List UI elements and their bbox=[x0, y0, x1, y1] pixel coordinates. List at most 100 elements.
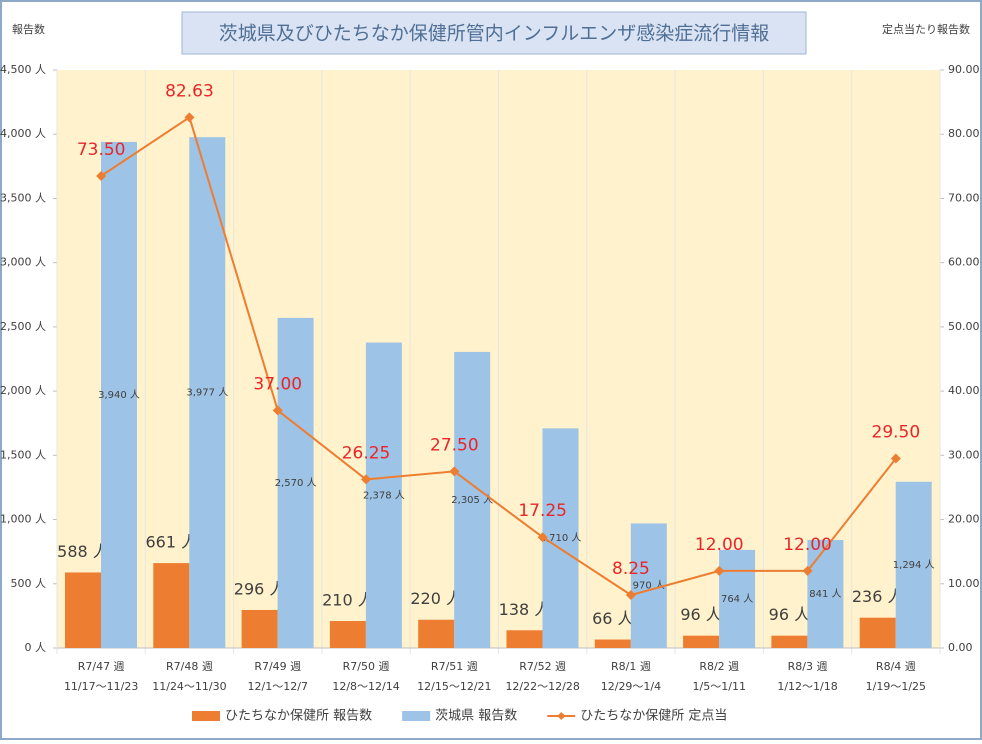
bar bbox=[542, 428, 579, 648]
bar bbox=[594, 639, 631, 648]
y-tick-label: 3,500 人 bbox=[0, 191, 46, 204]
x-tick-date: 12/29～1/4 bbox=[601, 680, 661, 693]
x-tick-label: R7/51 週 bbox=[431, 660, 478, 673]
y-tick-label: 4,000 人 bbox=[0, 127, 46, 140]
line-marker bbox=[272, 405, 283, 416]
line-marker bbox=[890, 453, 901, 464]
line-value-label: 37.00 bbox=[253, 374, 302, 394]
bar-value-label: 2,305 人 bbox=[451, 494, 493, 506]
legend-label: ひたちなか保健所 定点当 bbox=[580, 709, 727, 724]
line-value-label: 26.25 bbox=[342, 443, 391, 463]
x-tick-label: R8/2 週 bbox=[699, 660, 739, 673]
x-tick-label: R8/3 週 bbox=[788, 660, 828, 673]
y-tick-label: 1,000 人 bbox=[0, 513, 46, 526]
line bbox=[100, 115, 897, 597]
bar bbox=[859, 617, 896, 648]
bar bbox=[895, 481, 932, 648]
y-tick-label: 2,000 人 bbox=[0, 384, 46, 397]
x-tick-label: R7/49 週 bbox=[254, 660, 301, 673]
line-marker bbox=[802, 565, 813, 576]
y2-tick-label: 10.00 bbox=[948, 577, 980, 590]
legend-label: ひたちなか保健所 報告数 bbox=[225, 709, 372, 724]
bar-value-label: 96 人 bbox=[680, 605, 721, 624]
y-tick-label: 3,000 人 bbox=[0, 256, 46, 269]
y-tick-label: 0 人 bbox=[25, 641, 47, 654]
bar-value-label: 296 人 bbox=[234, 579, 286, 598]
bar bbox=[771, 635, 808, 648]
line-value-label: 17.25 bbox=[518, 501, 567, 521]
bar-value-label: 841 人 bbox=[809, 588, 841, 600]
line-value-label: 12.00 bbox=[695, 535, 744, 555]
y-axis-title: 報告数 bbox=[12, 23, 45, 36]
x-tick-label: R8/4 週 bbox=[876, 660, 916, 673]
y2-tick-label: 60.00 bbox=[948, 256, 980, 269]
line-marker bbox=[96, 170, 107, 181]
legend-swatch bbox=[192, 711, 220, 721]
y2-tick-label: 20.00 bbox=[948, 513, 980, 526]
legend-swatch bbox=[402, 711, 431, 721]
bar-value-label: 210 人 bbox=[322, 591, 374, 610]
bar bbox=[630, 523, 667, 648]
bar-value-label: 1,294 人 bbox=[893, 559, 935, 571]
bar-value-label: 3,940 人 bbox=[98, 389, 140, 401]
chart-title: 茨城県及びひたちなか保健所管内インフルエンザ感染症流行情報 bbox=[219, 23, 769, 45]
x-tick-date: 12/8～12/14 bbox=[332, 680, 399, 693]
bar bbox=[189, 137, 226, 648]
line-value-label: 12.00 bbox=[783, 535, 832, 555]
y2-tick-label: 80.00 bbox=[948, 127, 980, 140]
bar-value-label: 96 人 bbox=[769, 605, 810, 624]
bar bbox=[454, 351, 491, 648]
bar bbox=[418, 619, 455, 648]
x-tick-date: 12/22～12/28 bbox=[505, 680, 579, 693]
x-tick-label: R7/52 週 bbox=[519, 660, 566, 673]
x-tick-label: R8/1 週 bbox=[611, 660, 651, 673]
x-tick-date: 1/19～1/25 bbox=[866, 680, 926, 693]
y-tick-label: 4,500 人 bbox=[0, 63, 46, 76]
x-tick-date: 1/12～1/18 bbox=[777, 680, 837, 693]
line-value-label: 8.25 bbox=[612, 559, 650, 579]
bar bbox=[506, 630, 543, 648]
y2-tick-label: 70.00 bbox=[948, 191, 980, 204]
bar bbox=[365, 342, 402, 648]
x-tick-label: R7/48 週 bbox=[166, 660, 213, 673]
y-tick-label: 1,500 人 bbox=[0, 448, 46, 461]
bar-value-label: 3,977 人 bbox=[186, 387, 228, 399]
y-tick-label: 500 人 bbox=[11, 577, 47, 590]
bar-value-label: 236 人 bbox=[852, 587, 904, 606]
legend-swatch bbox=[557, 712, 566, 720]
x-tick-label: R7/50 週 bbox=[343, 660, 390, 673]
line-marker bbox=[537, 532, 548, 543]
y2-tick-label: 30.00 bbox=[948, 448, 980, 461]
line-marker bbox=[625, 590, 636, 601]
bar bbox=[683, 635, 720, 648]
bar bbox=[277, 317, 314, 648]
bar-value-label: 66 人 bbox=[592, 609, 633, 628]
y2-axis-title: 定点当たり報告数 bbox=[882, 22, 970, 36]
bar-value-label: 661 人 bbox=[145, 533, 197, 552]
line-value-label: 82.63 bbox=[165, 81, 214, 101]
bar-value-label: 220 人 bbox=[410, 589, 462, 608]
x-tick-date: 1/5～1/11 bbox=[693, 680, 746, 693]
bar bbox=[719, 549, 756, 648]
x-tick-date: 12/15～12/21 bbox=[417, 680, 491, 693]
y2-tick-label: 90.00 bbox=[948, 63, 980, 76]
bar-value-label: 764 人 bbox=[721, 593, 753, 605]
bar-value-label: 2,570 人 bbox=[275, 477, 317, 489]
legend-label: 茨城県 報告数 bbox=[435, 709, 517, 724]
bar-value-label: 2,378 人 bbox=[363, 489, 405, 501]
y2-tick-label: 40.00 bbox=[948, 384, 980, 397]
x-tick-date: 11/24～11/30 bbox=[152, 680, 226, 693]
line-marker bbox=[361, 474, 372, 485]
x-tick-date: 11/17～11/23 bbox=[64, 680, 138, 693]
bar bbox=[101, 141, 137, 648]
bar bbox=[241, 609, 278, 648]
line-marker bbox=[449, 466, 460, 477]
line-marker bbox=[714, 565, 725, 576]
y2-tick-label: 50.00 bbox=[948, 320, 980, 333]
y2-tick-label: 0.00 bbox=[948, 641, 973, 654]
x-tick-date: 12/1～12/7 bbox=[248, 680, 308, 693]
y-tick-label: 2,500 人 bbox=[0, 320, 46, 333]
bar-value-label: 588 人 bbox=[57, 542, 109, 561]
